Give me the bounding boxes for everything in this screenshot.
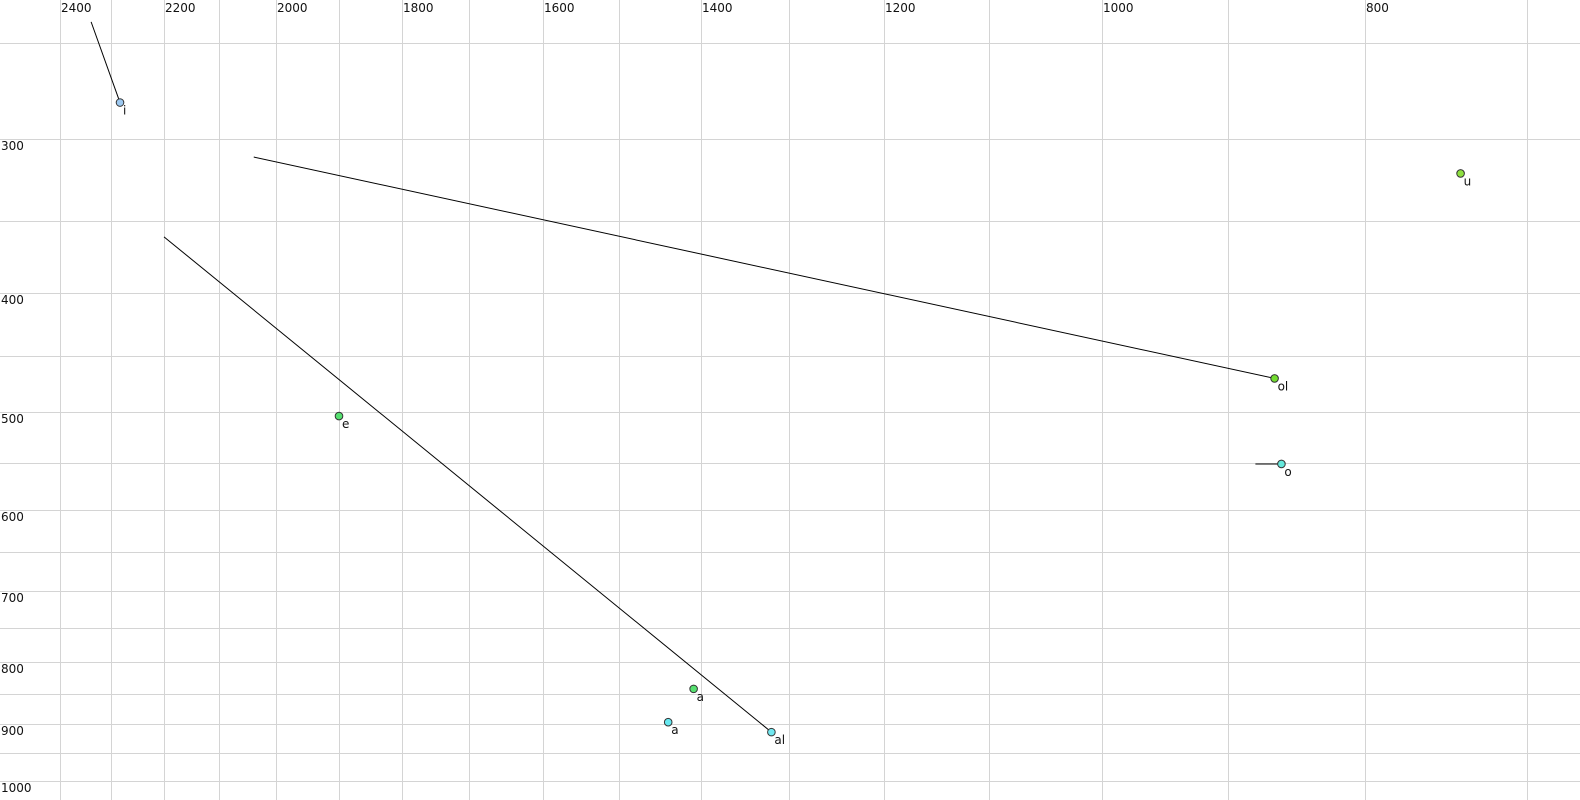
vowel-point [689,684,698,694]
x-tick-label: 1200 [885,1,916,15]
vowel-point [1277,459,1286,469]
vowel-point [663,717,673,727]
vowel-label: i [123,104,126,118]
vowel-label: ol [1278,379,1289,393]
vowel-label: a [697,690,704,704]
x-tick-label: 800 [1366,1,1389,15]
vowel-label: al [774,733,785,747]
vowel-point [1456,169,1465,178]
y-tick-label: 400 [1,293,24,307]
y-tick-label: 1000 [1,781,32,795]
vowel-point [115,98,125,107]
x-tick-label: 1400 [702,1,733,15]
tick-labels: 2400 2200 2000 1800 1600 1400 1200 1000 800 300 40… [1,1,1389,795]
trajectory-line [90,21,121,103]
vowel-label: a [671,723,678,737]
points: i u ol o e a a al [115,98,1472,747]
x-tick-label: 1600 [544,1,575,15]
x-tick-label: 2400 [61,1,92,15]
x-tick-label: 1800 [403,1,434,15]
x-tick-label: 2200 [165,1,196,15]
vowel-point [1270,374,1279,383]
vowel-point [767,727,776,737]
x-tick-label: 1000 [1103,1,1134,15]
y-tick-label: 900 [1,724,24,738]
y-tick-label: 500 [1,412,24,426]
trajectories [90,21,1282,733]
trajectory-line [163,236,772,733]
vowel-point [334,411,344,421]
vowel-label: o [1284,465,1291,479]
vowel-label: u [1464,174,1472,188]
trajectory-line [253,156,1275,379]
y-tick-label: 800 [1,662,24,676]
y-tick-label: 700 [1,591,24,605]
vowel-label: e [342,417,349,431]
y-tick-label: 300 [1,139,24,153]
y-tick-label: 600 [1,510,24,524]
x-tick-label: 2000 [277,1,308,15]
